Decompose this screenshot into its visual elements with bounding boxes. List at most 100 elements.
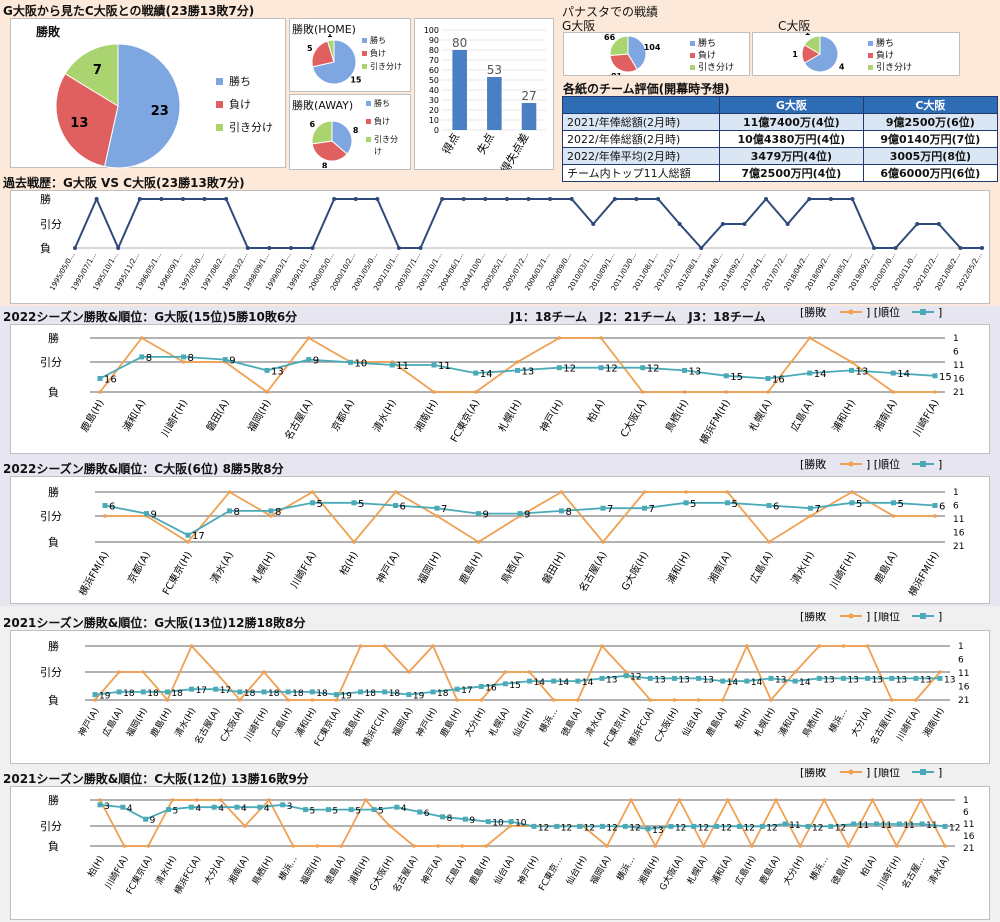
s2-result-point [725,490,730,494]
s4-opponent-label: 柏(A) [858,854,879,879]
legend-win: 勝ち [216,70,273,93]
history-point [137,197,142,201]
s4-opponent-label: 鳥栖(H) [249,854,275,888]
s3-rank-line [94,674,940,696]
s3-rank-point [430,689,436,695]
main-pie-title: 勝敗 [36,25,61,39]
s3-opponent-label: 浦和(H) [293,706,319,740]
s2-result-point [933,514,937,518]
away-pie-chart: 8 8 6 [310,120,359,168]
s3-rank-label: 18 [316,689,328,699]
s4-rank-label: 3 [104,802,110,812]
s2-rank-label: 5 [690,499,696,510]
s1-rank-point [598,365,604,371]
s3-opponent-label: 鹿島(H) [437,706,463,740]
s3-result-point [117,670,121,674]
s3-rank-point [696,675,702,681]
s2-result-point [352,540,356,544]
history-point [504,197,509,201]
s2-rank-tick: 16 [953,529,965,539]
s3-opponent-label: 広島(H) [268,706,294,740]
s2-result-point [310,490,315,494]
s1-opponent-label: FC東京(A) [447,397,482,445]
s2-rank-point [891,500,896,506]
s3-result-point [938,670,942,674]
s3-rank-point [768,675,774,681]
s2-rank-point [725,500,730,506]
s1-opponent-label: 鳥栖(H) [662,397,691,434]
bar-ytick: 80 [429,46,439,55]
eval-g-value: 7億2500万円(4位) [719,164,864,182]
history-point [180,197,185,201]
panasta-g-slice [609,35,629,57]
s3-title: 2021シーズン勝敗&順位：G大阪(13位)12勝18敗8分 [3,616,306,630]
s3-opponent-label: 広島(A) [100,706,126,739]
s1-legend-result-marker [848,309,854,315]
s3-rank-label: 13 [606,675,617,685]
s1-opponent-label: 浦和(A) [120,397,149,434]
s3-rank-label: 13 [847,675,858,685]
pg-legend-lose-label: 負け [698,51,717,61]
s4-rank-point [577,823,583,829]
league-note: J1：18チーム J2：21チーム J3：18チーム [510,310,766,324]
s3-opponent-label: 浦和(A) [776,706,802,739]
panasta-g-slice [609,53,638,73]
s3-result-tick: 負 [48,694,59,707]
s4-result-point [98,798,102,802]
s3-rank-point [189,686,195,692]
s3-legend-result: [勝敗 [800,612,826,623]
s3-rank-label: 13 [703,675,714,685]
home-pie-slice [326,39,335,63]
s3-rank-tick: 11 [958,669,969,679]
s1-rank-tick: 11 [953,361,964,371]
s4-opponent-label: 清水(H) [153,854,179,888]
s1-rank-label: 14 [480,369,493,380]
s3-opponent-label: 仙台(A) [679,706,705,739]
away-legend-win: 勝ち [366,98,398,110]
s1-opponent-label: 川崎F(A) [910,397,942,439]
s2-result-tick: 負 [48,536,59,549]
s4-rank-point [554,823,560,829]
history-point [526,197,531,201]
s4-rank-point [394,804,400,810]
s1-rank-label: 9 [229,356,235,367]
s4-rank-label: 3 [287,802,293,812]
s1-result-point [724,390,729,394]
panasta-c-box [752,32,960,76]
s4-rank-label: 5 [378,807,384,817]
s4-opponent-label: 神戸(A) [419,854,445,887]
s4-rank-label: 11 [880,821,891,831]
s3-rank-tick: 1 [958,642,964,652]
s2-result-point [850,490,854,494]
s4-rank-label: 12 [698,823,709,833]
history-point [224,197,229,201]
s3-result-point [479,698,484,702]
history-point [288,246,293,250]
legend-lose: 負け [216,93,273,116]
s3-opponent-label: 横浜… [826,706,850,735]
s3-rank-label: 14 [534,678,546,688]
s4-result-point [146,844,151,848]
s3-rank-label: 18 [437,689,449,699]
s4-rank-label: 4 [264,804,270,814]
s3-rank-label: 16 [485,684,497,694]
s4-opponent-label: 横浜… [276,854,300,883]
s3-rank-label: 18 [123,689,135,699]
panasta-g-pie: 104 81 66 [604,33,661,75]
s4-rank-label: 12 [561,823,572,833]
s3-rank-label: 12 [630,673,641,683]
eval-title: 各紙のチーム評価(開幕時予想) [563,82,730,96]
s3-opponent-label: 神戸(H) [413,706,439,740]
s2-opponent-label: 清水(A) [208,549,237,586]
s2-rank-point [683,500,689,506]
s4-rank-label: 5 [173,807,179,817]
s1-rank-label: 12 [647,364,660,375]
s3-rank-label: 18 [365,689,377,699]
history-line [74,196,982,251]
s4-result-point [291,844,295,848]
s4-result-point [943,844,947,848]
s4-rank-label: 4 [401,804,407,814]
s1-result-point [98,390,102,394]
s1-rank-point [473,370,479,376]
